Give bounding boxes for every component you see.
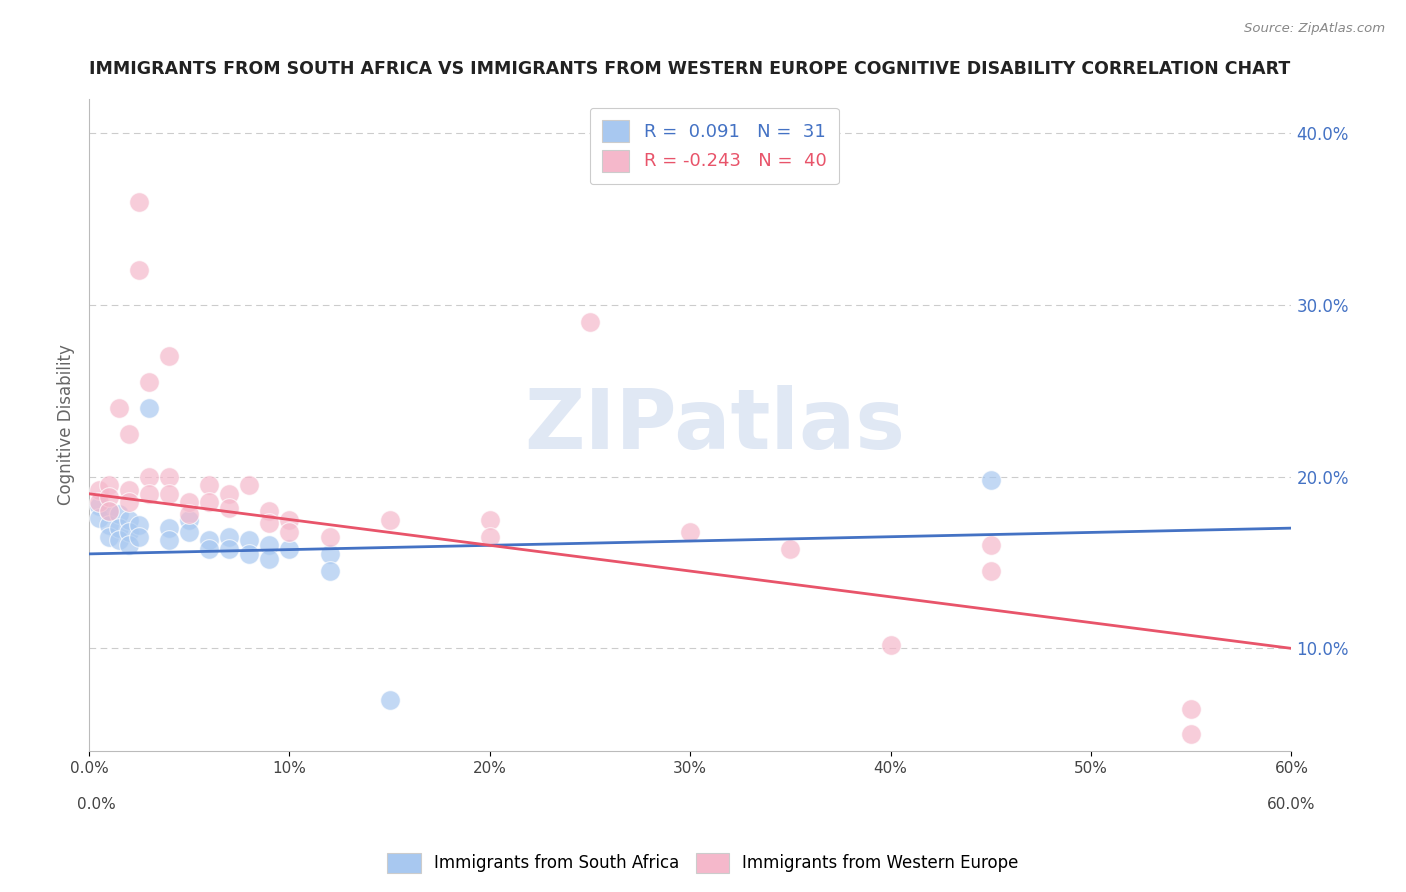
Point (98, 504, 121, 518)
Point (278, 512, 301, 526)
Point (218, 541, 240, 556)
Point (138, 375, 160, 389)
Point (879, 638, 901, 652)
Point (157, 487, 180, 501)
Point (128, 263, 150, 277)
Point (198, 478, 221, 492)
Point (108, 508, 131, 522)
Point (118, 495, 141, 509)
Point (238, 533, 260, 548)
Point (238, 478, 260, 492)
Point (87, 499, 110, 513)
Point (118, 524, 141, 539)
Point (478, 512, 501, 526)
Point (87, 511, 110, 525)
Point (259, 504, 281, 518)
Point (1180, 701, 1202, 715)
Point (179, 524, 201, 539)
Point (679, 524, 702, 539)
Point (179, 512, 201, 526)
Point (128, 517, 150, 532)
Point (179, 508, 201, 522)
Point (218, 500, 240, 515)
Point (378, 512, 401, 526)
Point (1180, 727, 1202, 741)
Point (98, 530, 121, 544)
Point (98, 478, 121, 492)
Point (157, 349, 180, 363)
Text: IMMIGRANTS FROM SOUTH AFRICA VS IMMIGRANTS FROM WESTERN EUROPE COGNITIVE DISABIL: IMMIGRANTS FROM SOUTH AFRICA VS IMMIGRAN… (89, 60, 1291, 78)
Point (98, 504, 121, 518)
Legend: R =  0.091   N =  31, R = -0.243   N =  40: R = 0.091 N = 31, R = -0.243 N = 40 (589, 108, 839, 184)
Point (87, 495, 110, 509)
Text: ZIPatlas: ZIPatlas (524, 384, 905, 466)
Point (318, 564, 340, 578)
Point (157, 469, 180, 483)
Point (128, 530, 150, 544)
Point (98, 517, 121, 532)
Point (157, 521, 180, 535)
Y-axis label: Cognitive Disability: Cognitive Disability (58, 344, 75, 506)
Point (218, 487, 240, 501)
Legend: Immigrants from South Africa, Immigrants from Western Europe: Immigrants from South Africa, Immigrants… (381, 847, 1025, 880)
Point (108, 521, 131, 535)
Point (238, 547, 260, 561)
Point (108, 401, 131, 415)
Point (138, 469, 160, 483)
Point (259, 538, 281, 552)
Point (118, 483, 141, 498)
Point (980, 538, 1002, 552)
Point (318, 530, 340, 544)
Text: 60.0%: 60.0% (1267, 797, 1316, 813)
Point (198, 533, 221, 548)
Point (118, 538, 141, 552)
Point (980, 473, 1002, 487)
Point (157, 533, 180, 548)
Point (138, 401, 160, 415)
Point (980, 564, 1002, 578)
Point (87, 483, 110, 498)
Point (218, 530, 240, 544)
Point (779, 541, 801, 556)
Point (98, 490, 121, 504)
Text: Source: ZipAtlas.com: Source: ZipAtlas.com (1244, 22, 1385, 36)
Point (259, 516, 281, 530)
Point (198, 495, 221, 509)
Point (118, 512, 141, 526)
Point (128, 194, 150, 209)
Point (108, 533, 131, 548)
Point (118, 426, 141, 441)
Point (179, 495, 201, 509)
Point (278, 524, 301, 539)
Point (259, 552, 281, 566)
Point (579, 315, 602, 329)
Point (278, 541, 301, 556)
Point (378, 693, 401, 707)
Text: 0.0%: 0.0% (77, 797, 115, 813)
Point (138, 487, 160, 501)
Point (478, 530, 501, 544)
Point (318, 547, 340, 561)
Point (198, 541, 221, 556)
